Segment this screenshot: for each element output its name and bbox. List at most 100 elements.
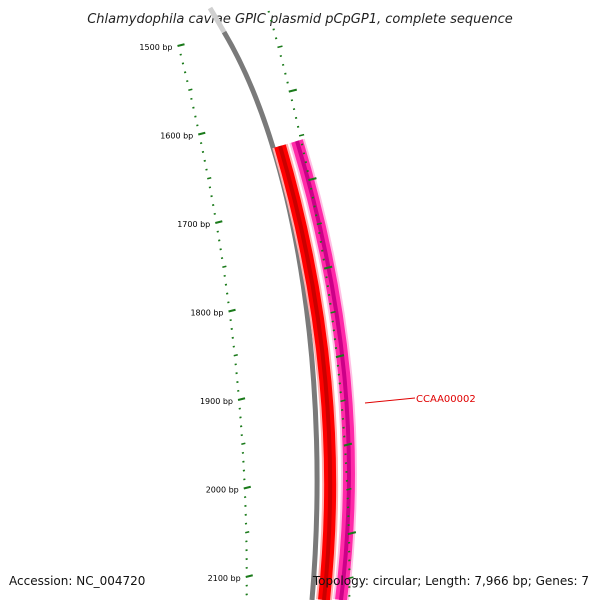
genes-layer[interactable] xyxy=(272,138,357,600)
outer-minor-tick xyxy=(343,435,346,438)
scale-label: 2000 bp xyxy=(206,486,239,495)
outer-minor-tick xyxy=(326,285,330,288)
outer-minor-tick xyxy=(270,19,273,22)
major-tick xyxy=(215,220,223,224)
map-title: Chlamydophila caviae GPIC plasmid pCpGP1… xyxy=(87,12,513,27)
minor-tick xyxy=(238,407,241,410)
outer-minor-tick xyxy=(334,347,338,350)
outer-minor-tick xyxy=(348,594,351,597)
outer-minor-tick xyxy=(313,205,316,208)
minor-tick xyxy=(181,62,185,65)
scale-label: 1800 bp xyxy=(190,309,223,318)
minor-tick xyxy=(196,124,199,127)
minor-tick xyxy=(244,504,247,507)
minor-tick xyxy=(239,425,243,428)
minor-tick xyxy=(199,142,203,145)
outer-minor-tick xyxy=(341,408,344,412)
outer-minor-tick xyxy=(290,99,294,102)
gene-forward-core xyxy=(278,145,333,600)
gene-label-ccaa00002[interactable]: CCAA00002 xyxy=(416,394,476,405)
minor-tick xyxy=(194,115,197,118)
scale-ticks xyxy=(177,10,357,597)
accession-text: Accession: NC_004720 xyxy=(9,574,146,588)
minor-tick xyxy=(224,283,228,286)
minor-tick xyxy=(188,88,193,92)
outer-minor-tick xyxy=(325,276,328,279)
minor-tick xyxy=(223,274,226,277)
outer-major-tick xyxy=(347,531,357,536)
outer-minor-tick xyxy=(336,364,340,367)
outer-minor-tick xyxy=(267,10,270,13)
minor-tick xyxy=(243,496,247,499)
minor-tick xyxy=(234,363,237,366)
minor-tick xyxy=(225,292,229,295)
minor-tick xyxy=(244,522,248,525)
scale-label: 1900 bp xyxy=(200,397,233,406)
minor-tick xyxy=(201,150,205,153)
minor-tick xyxy=(179,53,182,56)
minor-tick xyxy=(245,530,250,534)
minor-tick xyxy=(231,336,234,339)
minor-tick xyxy=(239,416,242,419)
outer-minor-tick xyxy=(346,487,352,491)
minor-tick xyxy=(230,327,233,330)
major-tick xyxy=(237,397,246,401)
outer-minor-tick xyxy=(329,302,332,305)
gene-reverse-core xyxy=(295,140,351,600)
outer-minor-tick xyxy=(339,391,342,394)
major-tick xyxy=(198,131,206,136)
outer-minor-tick xyxy=(344,453,347,456)
minor-tick xyxy=(219,248,222,251)
scale-labels: 1500 bp 1600 bp 1700 bp 1800 bp 1900 bp 2000 … xyxy=(139,43,240,583)
minor-tick xyxy=(211,204,215,207)
outer-minor-tick xyxy=(332,329,336,332)
minor-tick xyxy=(233,353,238,357)
minor-tick xyxy=(220,257,224,260)
outer-minor-tick xyxy=(322,258,325,261)
minor-tick xyxy=(242,469,246,472)
outer-minor-tick xyxy=(344,462,348,465)
gene-label-leader xyxy=(364,397,416,404)
outer-minor-tick xyxy=(348,559,351,562)
minor-tick xyxy=(203,159,206,162)
outer-minor-tick xyxy=(341,417,345,420)
outer-minor-tick xyxy=(333,338,337,341)
minor-tick xyxy=(192,106,195,109)
outer-minor-tick xyxy=(277,45,283,49)
minor-tick xyxy=(229,319,232,322)
outer-minor-tick xyxy=(348,568,351,571)
minor-tick xyxy=(242,460,245,463)
outer-minor-tick xyxy=(274,37,278,40)
outer-minor-tick xyxy=(348,576,354,580)
minor-tick xyxy=(245,558,248,561)
outer-minor-tick xyxy=(318,231,321,235)
minor-tick xyxy=(208,186,212,189)
major-tick xyxy=(177,43,185,47)
minor-tick xyxy=(227,301,230,304)
minor-tick xyxy=(213,212,216,215)
outer-major-tick xyxy=(335,354,345,359)
outer-minor-tick xyxy=(281,63,285,66)
outer-minor-tick xyxy=(286,81,289,84)
minor-tick xyxy=(210,195,213,198)
minor-tick xyxy=(186,80,189,83)
minor-tick xyxy=(245,593,248,596)
outer-minor-tick xyxy=(302,152,306,155)
backbone-faded-top xyxy=(207,6,227,34)
minor-tick xyxy=(241,442,246,446)
outer-minor-tick xyxy=(330,310,336,314)
minor-tick xyxy=(240,434,243,437)
scale-label: 1700 bp xyxy=(177,220,210,229)
minor-tick xyxy=(245,566,248,569)
major-tick xyxy=(243,485,252,490)
outer-minor-tick xyxy=(304,161,308,164)
outer-major-tick xyxy=(323,265,333,270)
minor-tick xyxy=(237,389,240,392)
outer-minor-tick xyxy=(346,506,350,509)
minor-tick xyxy=(243,478,246,481)
outer-minor-tick xyxy=(347,541,351,544)
minor-tick xyxy=(245,540,248,543)
minor-tick xyxy=(190,97,193,100)
minor-tick xyxy=(235,372,238,375)
